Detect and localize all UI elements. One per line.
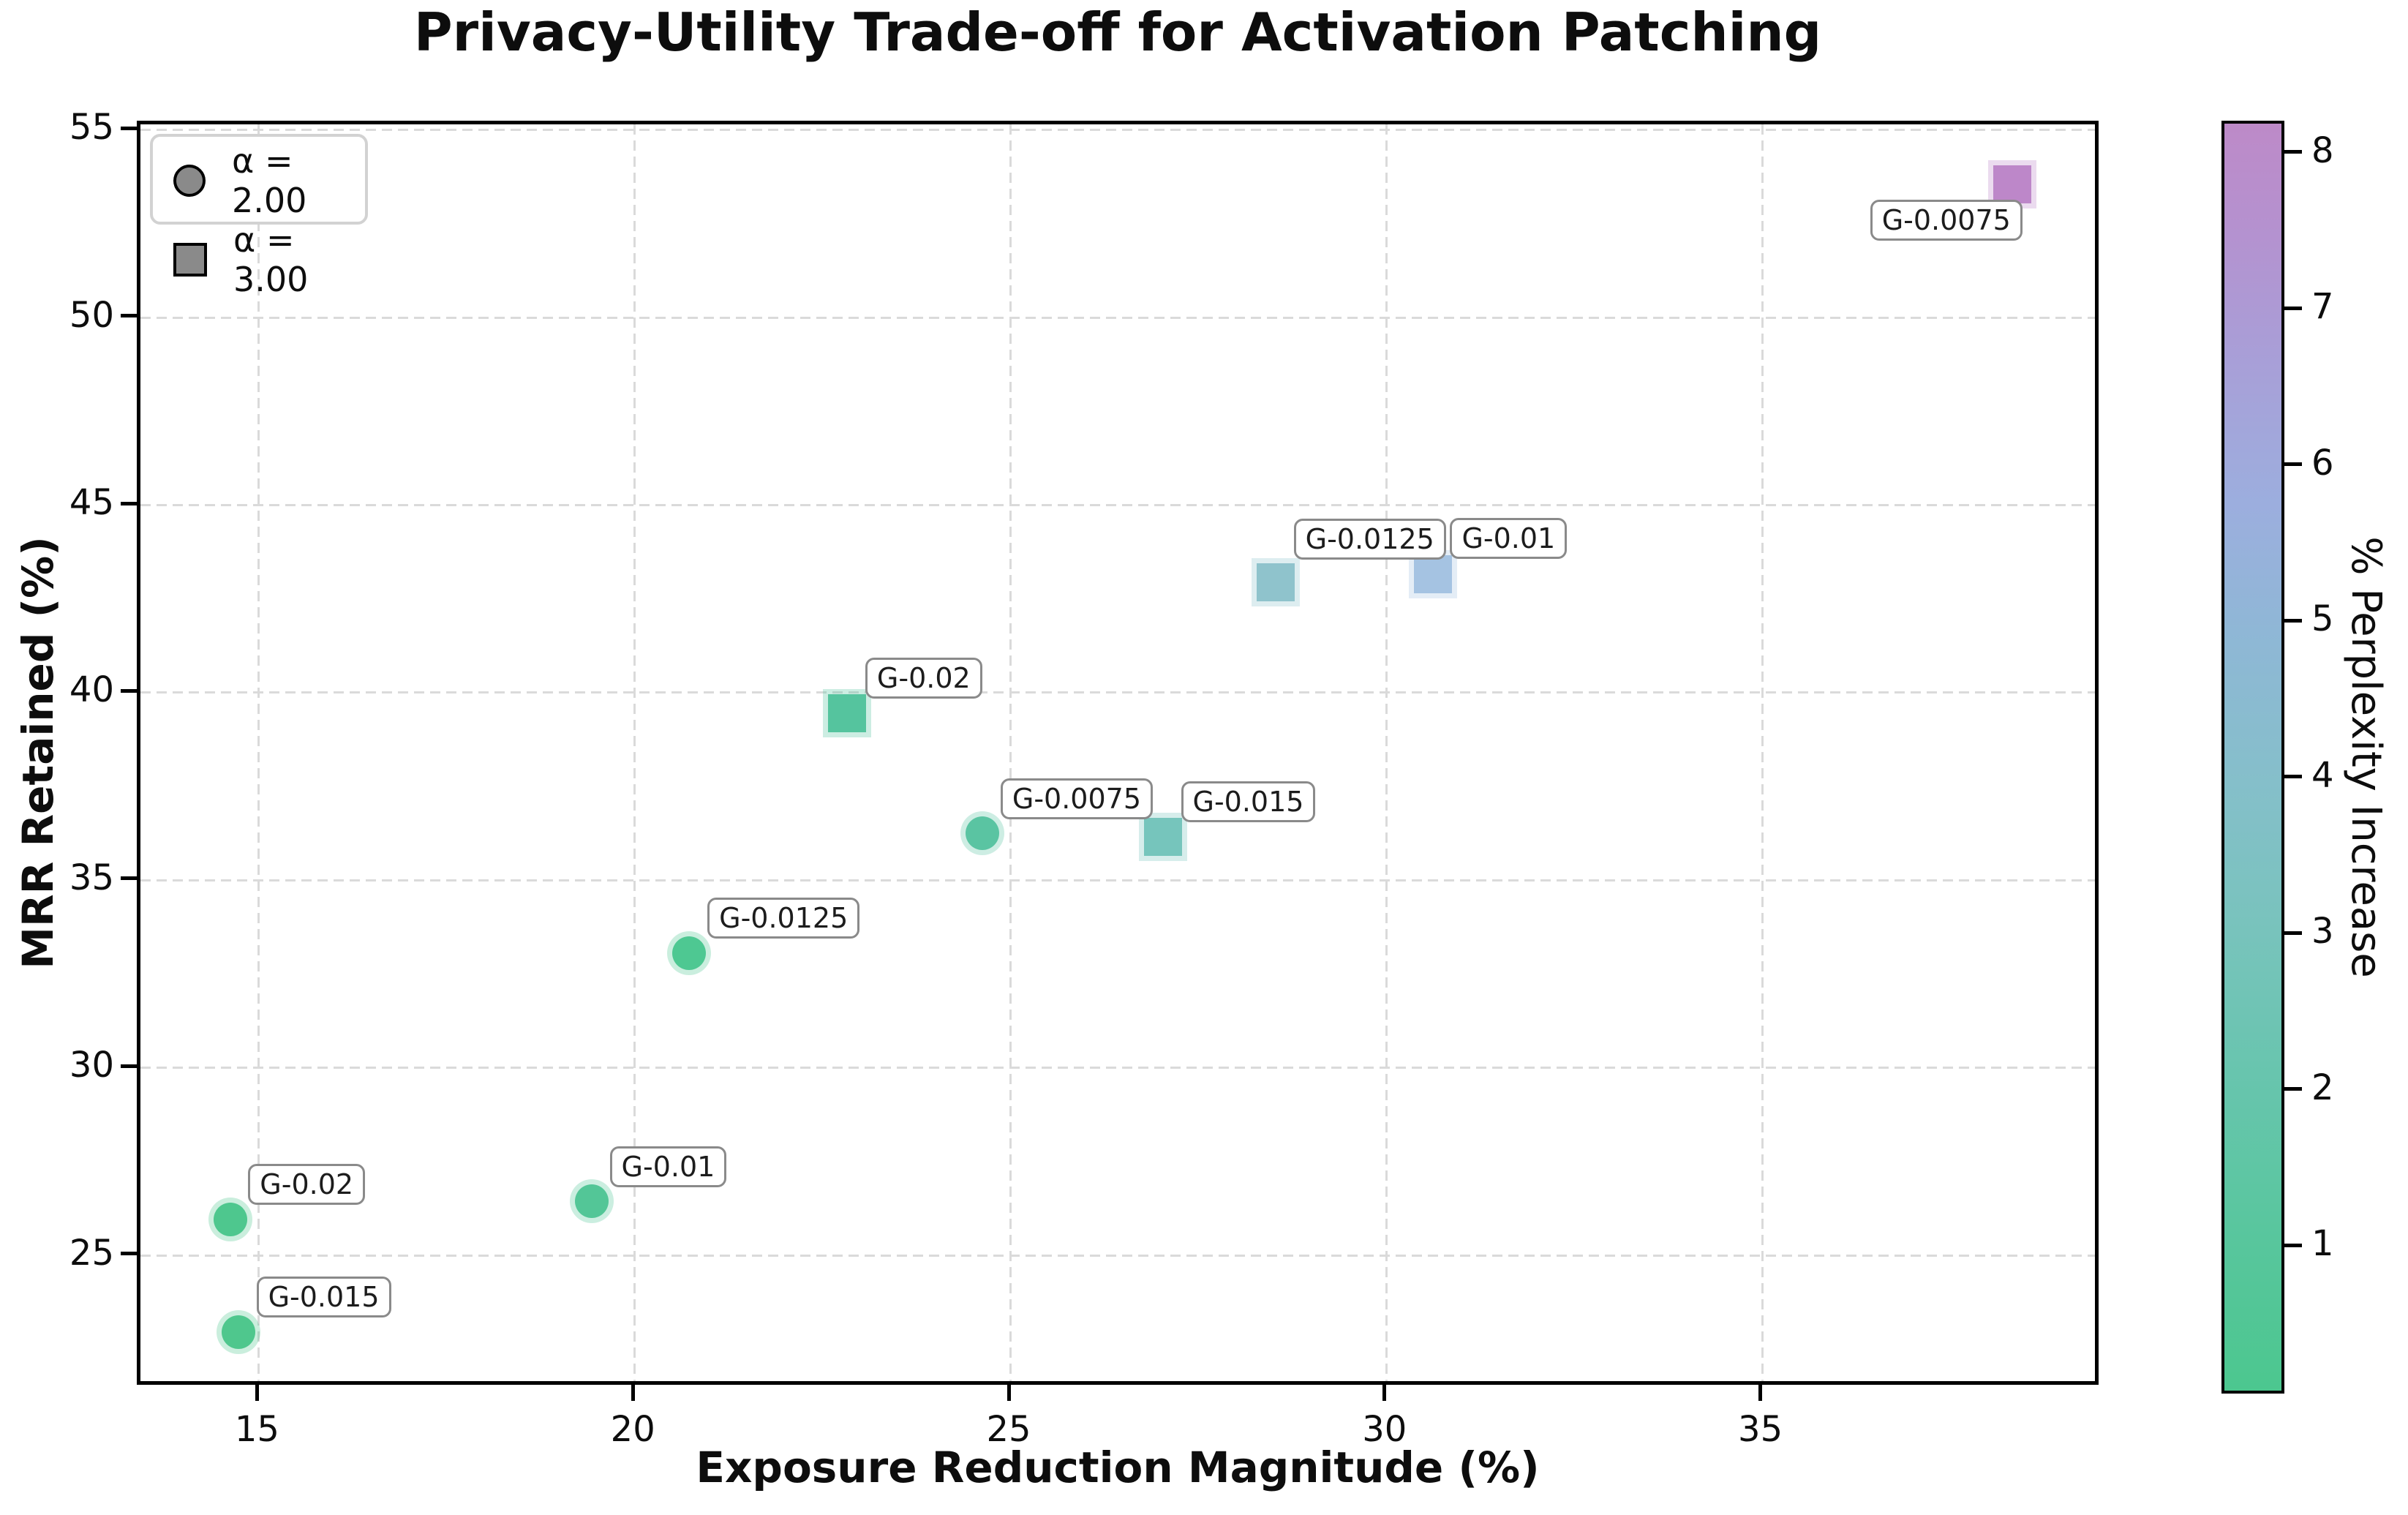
y-gridline <box>140 879 2095 881</box>
legend-circle-marker-icon <box>173 165 206 197</box>
x-tick-mark <box>1758 1383 1763 1401</box>
colorbar-tick-mark <box>2281 618 2302 623</box>
data-point-circle-G-0.0075 <box>965 816 999 851</box>
y-tick-mark <box>121 688 138 693</box>
y-gridline <box>140 1067 2095 1069</box>
y-tick-label: 45 <box>69 482 114 523</box>
plot-area: G-0.02 G-0.015 G-0.01 G-0.0125 G-0.0075 G-0.0… <box>137 121 2099 1385</box>
y-tick-label: 50 <box>69 294 114 336</box>
colorbar-tick-label: 6 <box>2311 442 2334 484</box>
legend-entry-alpha-2: α = 2.00 <box>173 141 365 220</box>
colorbar-tick-mark <box>2281 462 2302 467</box>
legend: α = 2.00 α = 3.00 <box>150 134 368 299</box>
x-axis-label: Exposure Reduction Magnitude (%) <box>696 1443 1540 1492</box>
point-label-G-0.015: G-0.015 <box>1181 781 1316 823</box>
x-tick-label: 15 <box>234 1409 279 1450</box>
colorbar <box>2221 121 2284 1394</box>
data-point-circle-G-0.015 <box>221 1315 255 1350</box>
data-point-circle-G-0.02 <box>214 1203 248 1237</box>
data-point-square-G-0.01 <box>1414 555 1453 594</box>
colorbar-tick-mark <box>2281 931 2302 935</box>
point-label-G-0.0075: G-0.0075 <box>1870 200 2023 241</box>
point-label-G-0.0125: G-0.0125 <box>1293 518 1446 560</box>
data-point-square-G-0.02 <box>827 694 866 733</box>
x-tick-label: 20 <box>610 1409 655 1450</box>
point-label-G-0.0075: G-0.0075 <box>1000 778 1154 820</box>
colorbar-tick-mark <box>2281 150 2302 154</box>
x-gridline <box>257 124 260 1381</box>
chart-title: Privacy-Utility Trade-off for Activation… <box>413 1 1822 63</box>
data-point-circle-G-0.01 <box>574 1184 609 1218</box>
colorbar-tick-label: 5 <box>2311 598 2334 640</box>
colorbar-tick-label: 1 <box>2311 1223 2334 1265</box>
colorbar-tick-mark <box>2281 775 2302 779</box>
legend-entry-alpha-3: α = 3.00 <box>173 220 365 299</box>
legend-label: α = 2.00 <box>232 141 307 220</box>
y-tick-mark <box>121 876 138 881</box>
y-tick-label: 35 <box>69 857 114 898</box>
y-tick-label: 55 <box>69 107 114 149</box>
point-label-G-0.02: G-0.02 <box>865 658 982 699</box>
x-tick-mark <box>631 1383 635 1401</box>
y-gridline <box>140 1254 2095 1257</box>
point-label-G-0.02: G-0.02 <box>248 1164 366 1206</box>
colorbar-tick-mark <box>2281 1243 2302 1247</box>
y-tick-mark <box>121 1252 138 1256</box>
data-point-square-G-0.015 <box>1143 818 1182 857</box>
point-label-G-0.01: G-0.01 <box>609 1146 727 1187</box>
colorbar-tick-label: 3 <box>2311 911 2334 952</box>
y-tick-mark <box>121 501 138 505</box>
colorbar-tick-mark <box>2281 1087 2302 1091</box>
x-gridline <box>1761 124 1764 1381</box>
x-gridline <box>633 124 636 1381</box>
x-tick-mark <box>1382 1383 1387 1401</box>
y-gridline <box>140 691 2095 694</box>
x-tick-label: 25 <box>986 1409 1031 1450</box>
colorbar-tick-label: 4 <box>2311 754 2334 796</box>
y-gridline <box>140 129 2095 132</box>
x-gridline <box>1385 124 1388 1381</box>
point-label-G-0.0125: G-0.0125 <box>707 898 860 939</box>
y-gridline <box>140 316 2095 319</box>
y-gridline <box>140 504 2095 506</box>
legend-label: α = 3.00 <box>233 220 309 299</box>
y-tick-mark <box>121 126 138 130</box>
x-tick-mark <box>1007 1383 1011 1401</box>
colorbar-tick-label: 2 <box>2311 1067 2334 1108</box>
data-point-square-G-0.0125 <box>1256 563 1295 601</box>
y-axis-label: MRR Retained (%) <box>13 536 63 969</box>
data-point-square-G-0.0075 <box>1993 165 2031 204</box>
colorbar-tick-label: 7 <box>2311 286 2334 328</box>
y-tick-mark <box>121 314 138 318</box>
colorbar-label: % Perplexity Increase <box>2342 536 2390 978</box>
x-tick-label: 35 <box>1738 1409 1783 1450</box>
colorbar-tick-mark <box>2281 306 2302 310</box>
x-tick-mark <box>255 1383 259 1401</box>
legend-square-marker-icon <box>173 243 207 277</box>
colorbar-tick-label: 8 <box>2311 129 2334 171</box>
y-tick-label: 25 <box>69 1232 114 1274</box>
y-tick-label: 40 <box>69 669 114 711</box>
x-tick-label: 30 <box>1362 1409 1407 1450</box>
data-point-circle-G-0.0125 <box>672 936 707 971</box>
y-tick-mark <box>121 1064 138 1068</box>
x-gridline <box>1009 124 1012 1381</box>
point-label-G-0.01: G-0.01 <box>1450 518 1568 560</box>
point-label-G-0.015: G-0.015 <box>256 1277 391 1318</box>
y-tick-label: 30 <box>69 1045 114 1086</box>
